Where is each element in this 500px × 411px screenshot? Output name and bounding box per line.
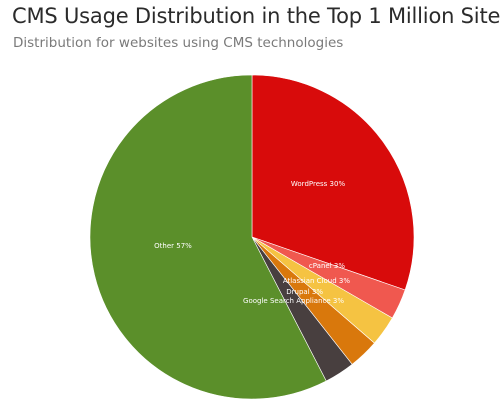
slice-label-cpanel: cPanel 3% <box>309 262 345 270</box>
chart-subtitle: Distribution for websites using CMS tech… <box>13 35 344 51</box>
chart-title: CMS Usage Distribution in the Top 1 Mill… <box>12 4 500 28</box>
pie-slices <box>89 74 415 400</box>
pie-labels: WordPress 30% cPanel 3% Atlassian Cloud 3%… <box>154 180 350 305</box>
slice-label-wordpress: WordPress 30% <box>291 180 346 188</box>
pie-slice-wordpress <box>251 74 415 291</box>
pie-slice-other <box>89 74 327 400</box>
slice-label-atlassian-cloud: Atlassian Cloud 3% <box>283 277 351 285</box>
slice-label-google-search-appliance: Google Search Appliance 3% <box>243 297 344 305</box>
slice-label-drupal: Drupal 3% <box>286 288 323 296</box>
slice-label-other: Other 57% <box>154 242 192 250</box>
